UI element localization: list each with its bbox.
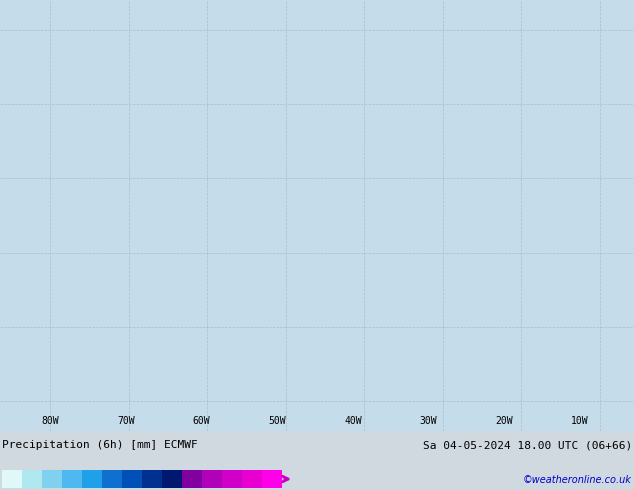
Text: 30W: 30W [420, 416, 437, 426]
Bar [202, 470, 222, 488]
Text: Precipitation (6h) [mm] ECMWF: Precipitation (6h) [mm] ECMWF [2, 440, 198, 450]
Bar [162, 470, 182, 488]
Text: ©weatheronline.co.uk: ©weatheronline.co.uk [523, 475, 632, 485]
Bar [122, 470, 142, 488]
Bar [62, 470, 82, 488]
Bar [22, 470, 42, 488]
Bar [242, 470, 262, 488]
Text: 40W: 40W [344, 416, 361, 426]
Bar [2, 470, 22, 488]
Text: 80W: 80W [41, 416, 59, 426]
Bar [142, 470, 162, 488]
Bar [102, 470, 122, 488]
Text: 20W: 20W [496, 416, 513, 426]
Bar [82, 470, 102, 488]
Bar [42, 470, 62, 488]
Text: Sa 04-05-2024 18.00 UTC (06+66): Sa 04-05-2024 18.00 UTC (06+66) [423, 440, 632, 450]
Text: 10W: 10W [571, 416, 589, 426]
Bar [182, 470, 202, 488]
Bar [262, 470, 282, 488]
Bar [222, 470, 242, 488]
Text: 50W: 50W [268, 416, 286, 426]
Text: 70W: 70W [117, 416, 134, 426]
Text: 60W: 60W [193, 416, 210, 426]
